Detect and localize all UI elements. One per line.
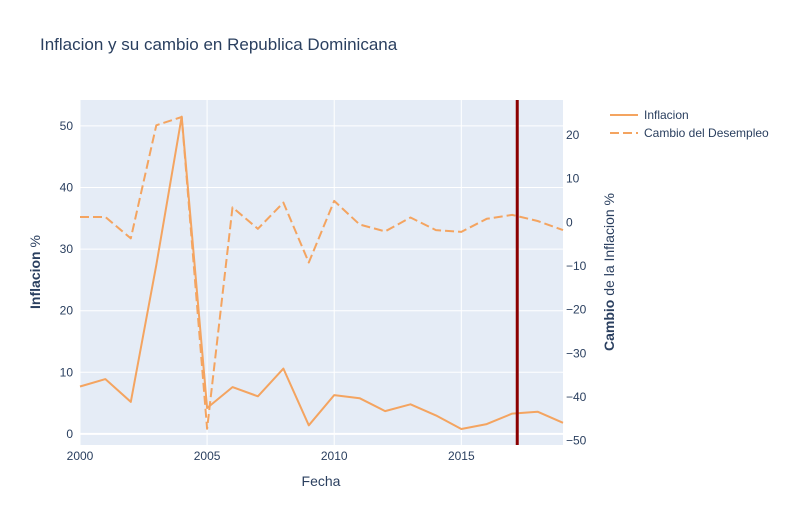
y-tick-label: 40 [60, 180, 74, 194]
y2-tick-label: 20 [566, 128, 580, 142]
x-tick-label: 2010 [321, 449, 348, 463]
y-axis-title-bold: Inflacion [27, 251, 43, 309]
legend-label-inflacion[interactable]: Inflacion [644, 108, 689, 122]
y2-axis-title-bold: Cambio [601, 300, 617, 351]
x-tick-label: 2005 [194, 449, 221, 463]
series-line-cambio[interactable] [80, 116, 564, 430]
y-axis-ticks: 0 10 20 30 40 50 [60, 119, 74, 441]
y-axis-title: Inflacion % [27, 235, 43, 309]
y2-tick-label: 0 [566, 215, 573, 229]
y-tick-label: 20 [60, 304, 74, 318]
legend[interactable]: Inflacion Cambio del Desempleo [610, 108, 769, 140]
y-axis-title-rest: % [27, 235, 43, 251]
y2-tick-label: −10 [566, 259, 587, 273]
x-axis-title: Fecha [302, 473, 341, 489]
y2-axis-title: Cambio de la Inflacion % [601, 193, 617, 351]
chart-title: Inflacion y su cambio en Republica Domin… [40, 35, 398, 54]
y2-tick-label: −20 [566, 303, 587, 317]
x-tick-label: 2000 [67, 449, 94, 463]
plot-area [80, 100, 563, 445]
y-tick-label: 50 [60, 119, 74, 133]
y2-tick-label: −50 [566, 434, 587, 448]
series-line-inflacion[interactable] [79, 115, 564, 430]
series-group [79, 115, 564, 430]
y2-tick-label: −30 [566, 346, 587, 360]
legend-label-cambio[interactable]: Cambio del Desempleo [644, 126, 769, 140]
y-tick-label: 30 [60, 242, 74, 256]
x-tick-label: 2015 [448, 449, 475, 463]
y2-axis-ticks: −50 −40 −30 −20 −10 0 10 20 [566, 128, 587, 448]
x-axis-ticks: 2000 2005 2010 2015 [67, 449, 475, 463]
y2-tick-label: 10 [566, 172, 580, 186]
y-tick-label: 10 [60, 365, 74, 379]
grid-lines [79, 100, 563, 445]
y2-tick-label: −40 [566, 390, 587, 404]
y-tick-label: 0 [66, 427, 73, 441]
y2-axis-title-rest: de la Inflacion % [601, 193, 617, 300]
